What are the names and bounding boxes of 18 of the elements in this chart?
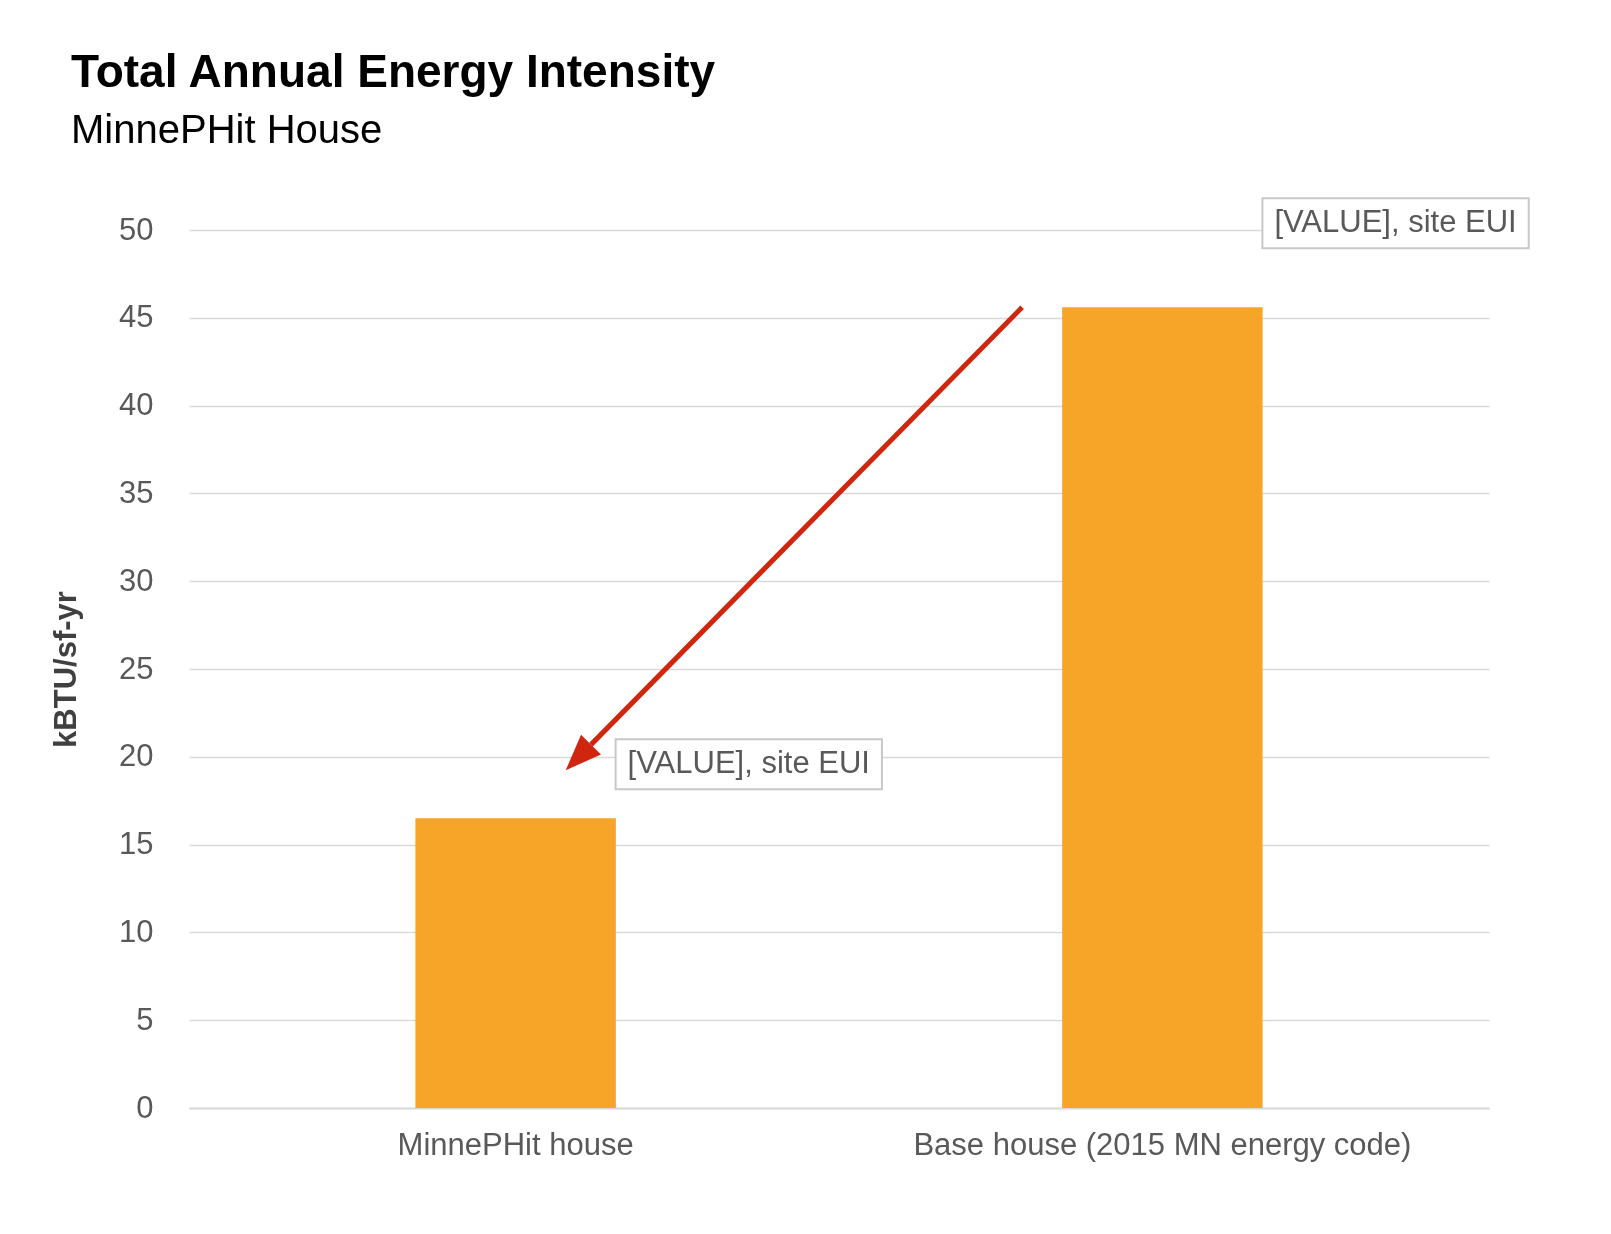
y-tick-label: 20 (119, 738, 154, 774)
y-tick-label: 30 (119, 562, 154, 598)
y-tick-label: 10 (119, 913, 154, 949)
annotation: [VALUE], site EUI (1274, 204, 1517, 240)
x-tick-label: MinnePHit house (397, 1126, 634, 1162)
y-tick-label: 45 (119, 299, 154, 335)
y-tick-label: 25 (119, 650, 154, 686)
y-tick-label: 15 (119, 826, 154, 862)
y-tick-label: 0 (136, 1089, 154, 1125)
y-tick-label: 35 (119, 474, 154, 510)
y-tick-label: 50 (119, 211, 154, 247)
chart-title: Total Annual Energy Intensity (71, 45, 716, 98)
y-axis-title: kBTU/sf-yr (48, 591, 84, 748)
y-tick-label: 5 (136, 1001, 154, 1037)
chart-subtitle: MinnePHit House (71, 107, 383, 152)
x-tick-label: Base house (2015 MN energy code) (913, 1126, 1412, 1162)
y-tick-label: 40 (119, 387, 154, 423)
annotation: [VALUE], site EUI (627, 745, 870, 781)
